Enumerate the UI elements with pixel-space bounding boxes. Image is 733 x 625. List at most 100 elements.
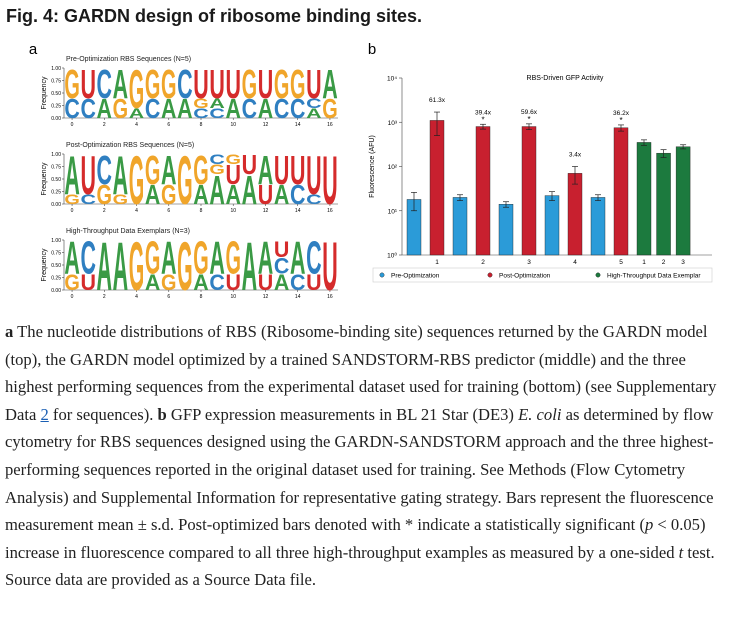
logo-letter: A [209,95,224,111]
bar [429,120,445,256]
logo-letter: U [80,61,95,107]
y-tick-label: 0.25 [51,103,61,109]
y-tick-label: 0.75 [51,164,61,170]
caption-italic: p [644,515,654,535]
logo-letter: A [97,94,112,125]
logo-letter: A [306,105,321,121]
y-tick-label: 0.25 [51,275,61,281]
caption: a The nucleotide distributions of RBS (R… [5,318,729,594]
logo-title: Pre-Optimization RBS Sequences (N=5) [66,56,191,63]
logo-letter: G [161,61,176,107]
caption-link[interactable]: 2 [40,404,49,424]
logo-letter: U [274,147,289,193]
legend-swatch [595,272,601,278]
x-tick-label: 4 [135,208,138,214]
y-tick-label: 0.75 [51,78,61,84]
x-tick-label: 12 [263,294,269,300]
logo-letter: A [64,145,79,206]
x-tick-label: 16 [327,208,333,214]
logo-letter: G [129,59,144,120]
logo-letter: G [322,94,337,125]
chart-title: RBS-Driven GFP Activity [527,75,604,82]
x-tick-label: 6 [167,122,170,128]
logo-letter: C [209,151,224,167]
logo-letter: G [145,147,160,193]
x-tick-label: 1 [642,259,646,266]
logo-letter: A [225,180,240,211]
logo-letter: U [306,61,321,107]
logo-letter: A [161,232,176,284]
logo-letter: C [145,94,160,125]
logo-letter: C [80,232,95,284]
significance-mark: * [619,116,622,125]
x-tick-label: 5 [619,259,623,266]
logo-letter: C [80,191,95,207]
x-tick-label: 4 [573,259,577,266]
logo-letter: C [274,253,289,278]
caption-bold: a [5,322,14,341]
bar [544,195,560,256]
x-tick-label: 0 [71,208,74,214]
y-tick-label: 10⁰ [387,252,397,260]
y-axis-label: Fluorescence (AFU) [369,135,376,198]
logo-letter: C [177,61,192,107]
logo-letter: U [209,61,224,107]
x-tick-label: 10 [230,208,236,214]
logo-letter: U [290,147,305,193]
significance-mark: * [527,115,530,124]
fold-label: 39.4x [475,109,492,116]
logo-letter: U [306,270,321,295]
x-tick-label: 2 [481,259,485,266]
logo-letter: G [177,228,192,305]
caption-text: as determined by flow cytometry for RBS … [5,404,714,535]
caption-bold: b [157,404,167,424]
logo-letter: U [258,270,273,295]
caption-text: test. Source data are provided as a Sour… [5,542,715,590]
logo-letter: C [274,94,289,125]
x-tick-label: 2 [103,122,106,128]
logo-letter: A [209,232,224,284]
figure: a b Pre-Optimization RBS Sequences (N=5)… [29,41,713,305]
x-tick-label: 16 [327,294,333,300]
logo-letter: C [242,94,257,125]
logo-letter: C [209,105,224,121]
y-tick-label: 0.75 [51,250,61,256]
logo-letter: G [193,147,208,193]
logo-letter: A [193,180,208,211]
logo-letter: G [209,161,224,177]
caption-text: GFP expression measurements in BL 21 Sta… [166,404,519,424]
logo-letter: A [242,167,257,213]
y-tick-label: 1.00 [51,66,61,72]
logo-letter: U [306,145,321,206]
logo-letter: G [145,61,160,107]
bar [521,126,537,256]
x-tick-label: 4 [135,294,138,300]
fold-label: 61.3x [429,97,446,104]
bar [452,197,468,256]
y-tick-label: 1.00 [51,152,61,158]
logo-letter: G [64,270,79,295]
y-tick-label: 0.00 [51,288,61,294]
x-tick-label: 3 [681,259,685,266]
x-tick-label: 2 [662,259,666,266]
logo-letter: U [225,160,240,191]
logo-letter: A [322,61,337,107]
y-tick-label: 0.00 [51,116,61,122]
bar [636,142,652,256]
logo-letter: A [242,228,257,305]
x-tick-label: 10 [230,122,236,128]
bar [567,173,583,256]
legend-label: Pre-Optimization [391,272,440,279]
fold-label: 59.6x [521,109,538,116]
bar [475,126,491,256]
logo-letter: U [225,270,240,295]
logo-letter: G [161,270,176,295]
caption-italic: t [678,542,684,562]
logo-letter: A [193,270,208,295]
y-tick-label: 0.00 [51,202,61,208]
x-tick-label: 14 [295,122,301,128]
logo-letter: C [97,61,112,107]
y-tick-label: 0.50 [51,91,61,97]
logo-letter: G [97,180,112,211]
